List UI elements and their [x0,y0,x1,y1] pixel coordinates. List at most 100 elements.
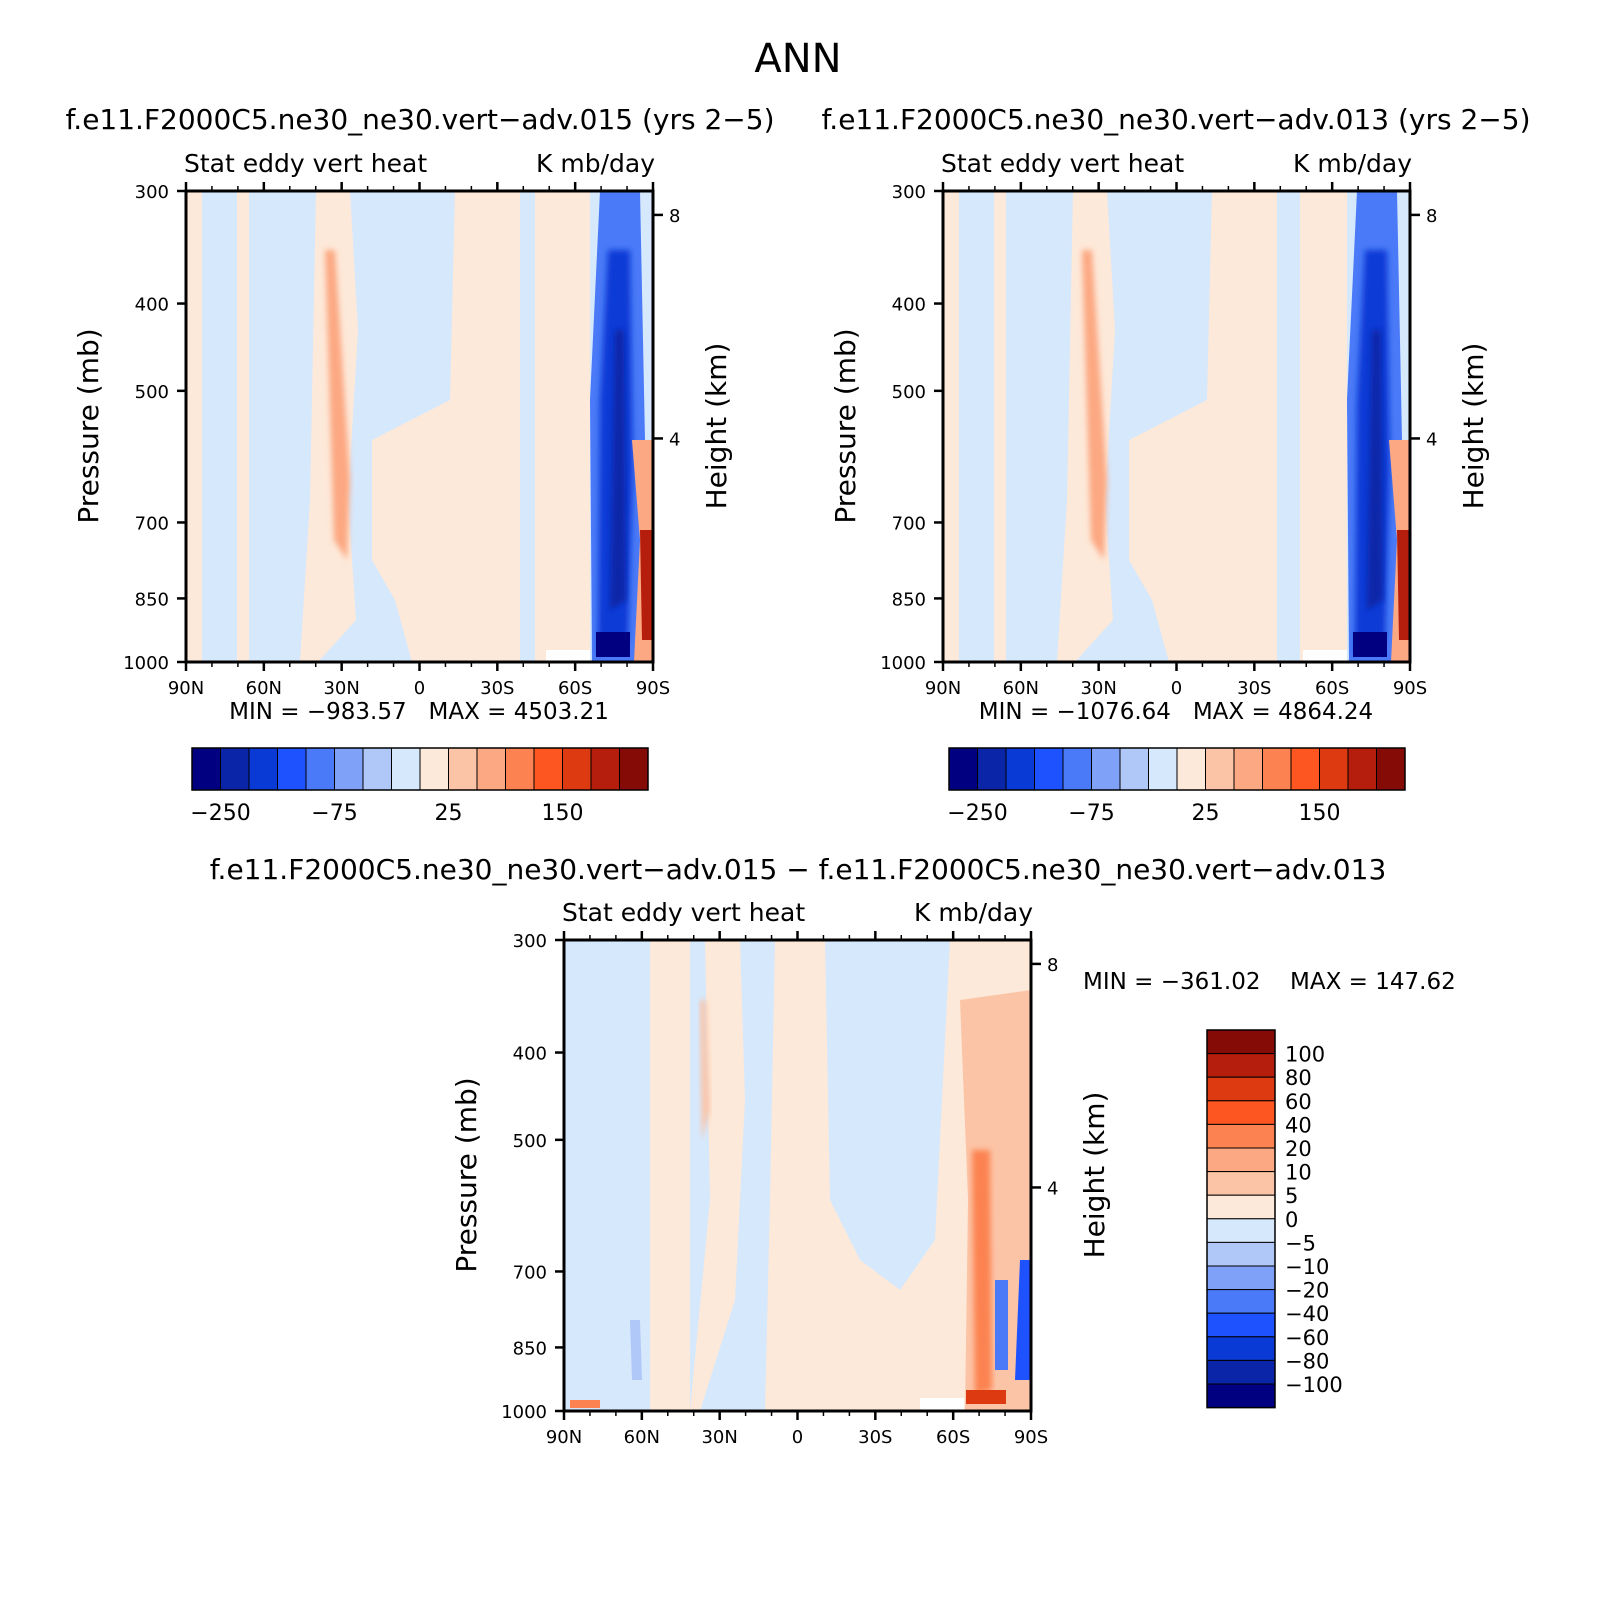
y-tick-label: 500 [513,1131,547,1152]
panel-2: f.e11.F2000C5.ne30_ne30.vert−adv.013 (yr… [821,103,1530,826]
y-tick-label: 400 [513,1044,547,1065]
colorbar-frame [1206,1029,1276,1409]
panel-3-contour-field [564,940,1031,1411]
y-right-tick-label: 4 [1047,1178,1058,1199]
y-tick-label: 1000 [880,653,926,674]
y-right-tick-label: 8 [1426,206,1437,227]
colorbar-swatch [419,747,449,791]
colorbar-swatch [619,747,649,791]
panel-1-ylabel: Pressure (mb) [72,328,105,523]
y-right-tick-label: 8 [669,206,680,227]
colorbar-swatch [391,747,421,791]
panel-3: f.e11.F2000C5.ne30_ne30.vert−adv.015 − f… [210,853,1456,1448]
x-tick-label: 30N [701,1427,737,1448]
y-tick-label: 300 [892,182,926,203]
colorbar-swatch [1062,747,1092,791]
y-tick-label: 500 [135,382,169,403]
colorbar-swatch [1206,1336,1276,1361]
colorbar-label: 25 [1192,801,1220,826]
colorbar-swatch [1206,1194,1276,1220]
colorbar-swatch [1148,747,1178,791]
colorbar-swatch [1206,1123,1276,1149]
x-tick-label: 30N [323,678,359,699]
colorbar-swatch [1206,1100,1276,1125]
colorbar-label: −60 [1285,1326,1329,1350]
y-tick-label: 400 [135,295,169,316]
colorbar-label: 10 [1285,1161,1312,1185]
colorbar-swatch [1376,747,1406,791]
colorbar-swatch [1206,1359,1276,1385]
colorbar-label: 5 [1285,1184,1298,1208]
panel-1-stats: MIN = −983.57 MAX = 4503.21 [229,699,609,725]
x-tick-label: 60S [1315,678,1349,699]
y-tick-label: 850 [892,589,926,610]
y-tick-label: 700 [513,1262,547,1283]
colorbar-swatch [220,747,250,791]
panel-1-colorbar: −250 −75 25 150 [190,747,649,826]
x-tick-label: 30S [1237,678,1271,699]
panel-3-ylabel-right: Height (km) [1078,1092,1111,1259]
y-tick-label: 1000 [501,1402,547,1423]
colorbar-swatch [1091,747,1121,791]
colorbar-swatch [1206,1053,1276,1078]
colorbar-label: 150 [1299,801,1341,826]
colorbar-swatch [977,747,1007,791]
colorbar-swatch [1262,747,1292,791]
colorbar-swatch [1206,1076,1276,1102]
panel-3-title: f.e11.F2000C5.ne30_ne30.vert−adv.015 − f… [210,853,1387,886]
colorbar-frame [948,747,1406,791]
colorbar-frame [191,747,649,791]
colorbar-label: 20 [1285,1137,1312,1161]
panel-1-subtitle-left: Stat eddy vert heat [184,149,427,178]
x-tick-label: 60S [936,1427,970,1448]
x-tick-label: 60N [246,678,282,699]
y-right-tick-label: 4 [1426,429,1437,450]
colorbar-swatch [1206,1147,1276,1173]
x-tick-label: 0 [414,678,425,699]
x-tick-label: 90S [1014,1427,1048,1448]
panel-2-ylabel-right: Height (km) [1457,343,1490,510]
x-tick-label: 30S [480,678,514,699]
colorbar-swatch [1206,1241,1276,1267]
panel-1: f.e11.F2000C5.ne30_ne30.vert−adv.015 (yr… [65,103,774,826]
panel-1-subtitle-right: K mb/day [536,149,655,178]
panel-3-stats-min: MIN = −361.02 [1083,969,1260,995]
colorbar-swatch [362,747,392,791]
colorbar-swatch [562,747,592,791]
colorbar-label: −40 [1285,1302,1329,1326]
panel-3-subtitle-left: Stat eddy vert heat [562,898,805,927]
panel-1-ylabel-right: Height (km) [700,343,733,510]
colorbar-swatch [476,747,506,791]
x-tick-label: 90N [925,678,961,699]
colorbar-swatch [1205,747,1235,791]
x-tick-label: 90N [168,678,204,699]
colorbar-swatch [1206,1289,1276,1314]
colorbar-swatch [305,747,335,791]
y-tick-label: 700 [892,513,926,534]
y-tick-label: 400 [892,295,926,316]
colorbar-label: −75 [1068,801,1114,826]
colorbar-swatch [948,747,978,791]
panel-1-axes: 90N 60N 30N 0 30S 60S 90S 300 400 500 700 850 1000 8 4 [123,182,680,699]
colorbar-swatch [1319,747,1349,791]
panel-2-contour-field [943,191,1410,662]
colorbar-label: 80 [1285,1066,1312,1090]
x-tick-label: 0 [792,1427,803,1448]
x-tick-label: 60S [558,678,592,699]
x-tick-label: 90N [546,1427,582,1448]
colorbar-swatch [1176,747,1206,791]
colorbar-label: −100 [1285,1373,1343,1397]
panel-3-stats-max: MAX = 147.62 [1290,969,1456,995]
colorbar-label: −75 [311,801,357,826]
colorbar-label: 100 [1285,1043,1325,1067]
panel-3-ylabel: Pressure (mb) [450,1077,483,1272]
x-tick-label: 90S [1393,678,1427,699]
x-tick-label: 90S [636,678,670,699]
colorbar-swatch [277,747,307,791]
colorbar-swatch [191,747,221,791]
panel-2-stats: MIN = −1076.64 MAX = 4864.24 [979,699,1373,725]
colorbar-label: −250 [947,801,1007,826]
colorbar-swatch [1290,747,1320,791]
y-tick-label: 500 [892,382,926,403]
